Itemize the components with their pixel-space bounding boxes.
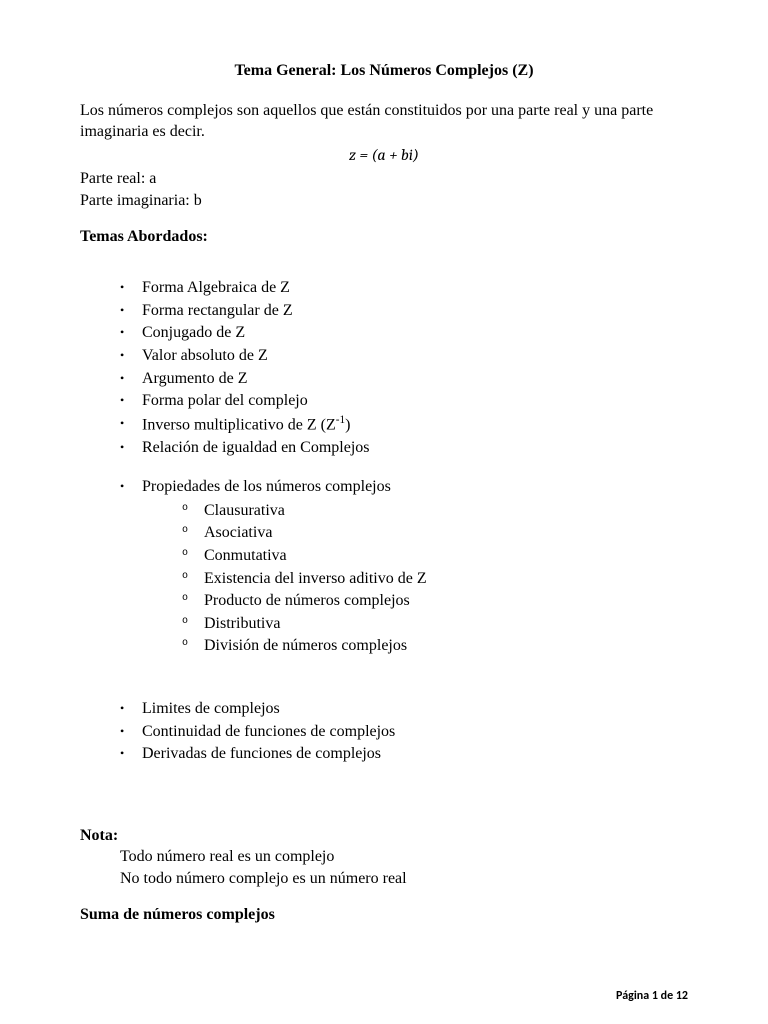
list-item: Relación de igualdad en Complejos: [120, 437, 688, 459]
document-page: Tema General: Los Números Complejos (Z) …: [0, 0, 768, 1024]
list-item-text: Propiedades de los números complejos: [142, 478, 391, 495]
list-item-text: Inverso multiplicativo de Z (Z: [142, 416, 336, 433]
list-item: Valor absoluto de Z: [120, 345, 688, 367]
temas-list-2: Propiedades de los números complejos Cla…: [80, 476, 688, 657]
nota-heading: Nota:: [80, 825, 688, 847]
spacer: [80, 675, 688, 697]
intro-paragraph: Los números complejos son aquellos que e…: [80, 100, 688, 143]
parte-imaginaria-line: Parte imaginaria: b: [80, 190, 688, 212]
sub-item: Clausurativa: [182, 500, 688, 522]
sub-item: Producto de números complejos: [182, 590, 688, 612]
sub-item: Asociativa: [182, 522, 688, 544]
list-item: Forma polar del complejo: [120, 390, 688, 412]
list-item: Limites de complejos: [120, 698, 688, 720]
list-item: Forma rectangular de Z: [120, 300, 688, 322]
suma-heading: Suma de números complejos: [80, 904, 688, 926]
sub-item: Conmutativa: [182, 545, 688, 567]
sub-item: División de números complejos: [182, 635, 688, 657]
list-item: Forma Algebraica de Z: [120, 277, 688, 299]
list-item-propiedades: Propiedades de los números complejos Cla…: [120, 476, 688, 657]
parte-real-line: Parte real: a: [80, 168, 688, 190]
nota-line: No todo número complejo es un número rea…: [120, 868, 688, 890]
list-item-suffix: ): [345, 416, 350, 433]
propiedades-sublist: Clausurativa Asociativa Conmutativa Exis…: [142, 500, 688, 657]
list-item: Derivadas de funciones de complejos: [120, 743, 688, 765]
equation: z = (a + bi): [80, 145, 688, 167]
superscript: -1: [336, 414, 345, 426]
nota-line: Todo número real es un complejo: [120, 846, 688, 868]
nota-body: Todo número real es un complejo No todo …: [80, 846, 688, 889]
list-item-inverso: Inverso multiplicativo de Z (Z-1): [120, 413, 688, 436]
temas-heading: Temas Abordados:: [80, 226, 688, 248]
list-item: Argumento de Z: [120, 368, 688, 390]
temas-list-3: Limites de complejos Continuidad de func…: [80, 698, 688, 765]
temas-list-1: Forma Algebraica de Z Forma rectangular …: [80, 277, 688, 458]
sub-item: Existencia del inverso aditivo de Z: [182, 568, 688, 590]
list-item: Continuidad de funciones de complejos: [120, 721, 688, 743]
sub-item: Distributiva: [182, 613, 688, 635]
page-footer: Página 1 de 12: [616, 988, 688, 1004]
page-title: Tema General: Los Números Complejos (Z): [80, 60, 688, 82]
list-item: Conjugado de Z: [120, 322, 688, 344]
